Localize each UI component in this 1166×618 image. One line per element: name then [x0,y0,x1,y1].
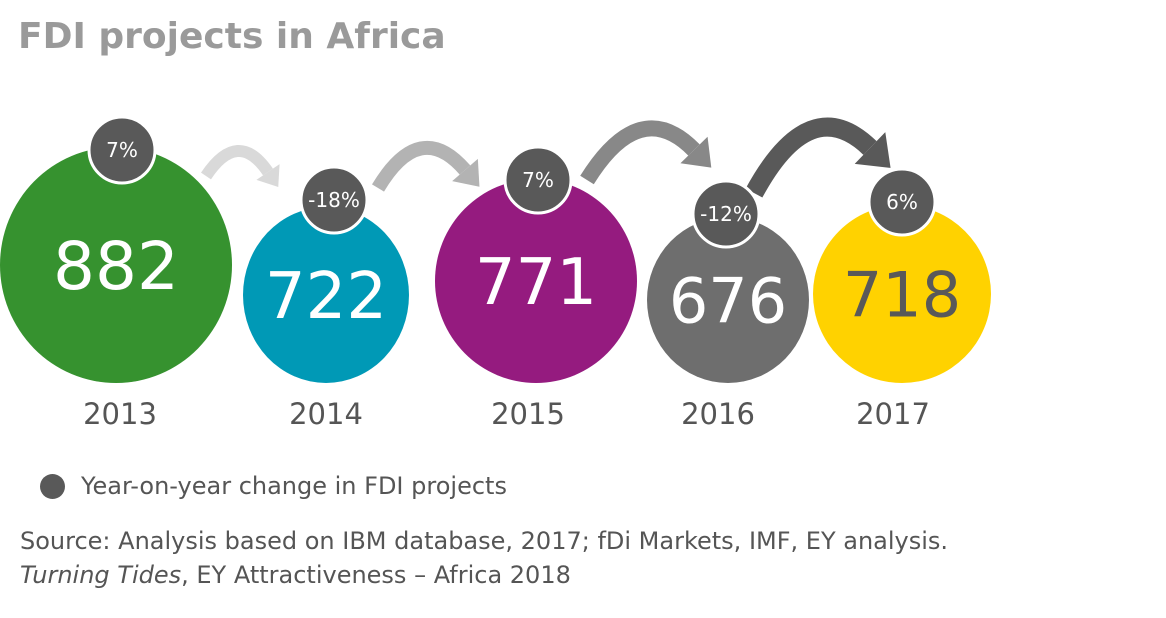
bubble-value: 676 [669,264,787,337]
bubble-value: 771 [475,246,597,320]
yoy-change-label: 7% [106,138,138,162]
legend-label: Year-on-year change in FDI projects [81,472,507,500]
year-label: 2017 [856,397,930,431]
yoy-badge [691,179,761,249]
arrow-head-icon [452,158,480,187]
citation-line: Turning Tides, EY Attractiveness – Afric… [20,561,571,589]
yoy-badge [299,165,369,235]
bubble-2013 [0,147,232,383]
arrow-head-icon [854,132,891,168]
trend-arrow [745,117,877,198]
citation-rest: , EY Attractiveness – Africa 2018 [181,561,571,589]
bubble-2017 [813,205,991,383]
yoy-change-label: -12% [700,202,752,226]
yoy-badge [503,145,573,215]
year-label: 2013 [83,397,157,431]
bubble-chart: 882 7% 2013 722 -18% 2014 771 7% 2015 676 -12% 2016… [0,115,991,431]
yoy-badge [87,115,157,185]
trend-arrow [371,140,471,192]
bubble-2016 [647,217,809,383]
year-label: 2016 [681,397,755,431]
bubble-value: 718 [843,258,961,331]
bubble-value: 882 [53,228,179,305]
legend: Year-on-year change in FDI projects [40,472,507,500]
arrow-head-icon [256,164,280,188]
trend-arrow [201,145,273,180]
yoy-change-label: 7% [522,168,554,192]
yoy-badge [867,167,937,237]
legend-dot-icon [40,473,65,499]
chart-title: FDI projects in Africa [18,16,446,57]
bubble-2014 [243,207,409,383]
bubble-2015 [435,179,637,383]
year-label: 2015 [491,397,565,431]
year-label: 2014 [289,397,363,431]
bubble-value: 722 [265,260,387,334]
yoy-change-label: -18% [308,188,360,212]
source-line: Source: Analysis based on IBM database, … [20,527,949,555]
citation-title: Turning Tides [20,561,182,589]
arrow-head-icon [680,136,712,168]
yoy-change-label: 6% [886,190,918,214]
trend-arrow [580,120,700,185]
